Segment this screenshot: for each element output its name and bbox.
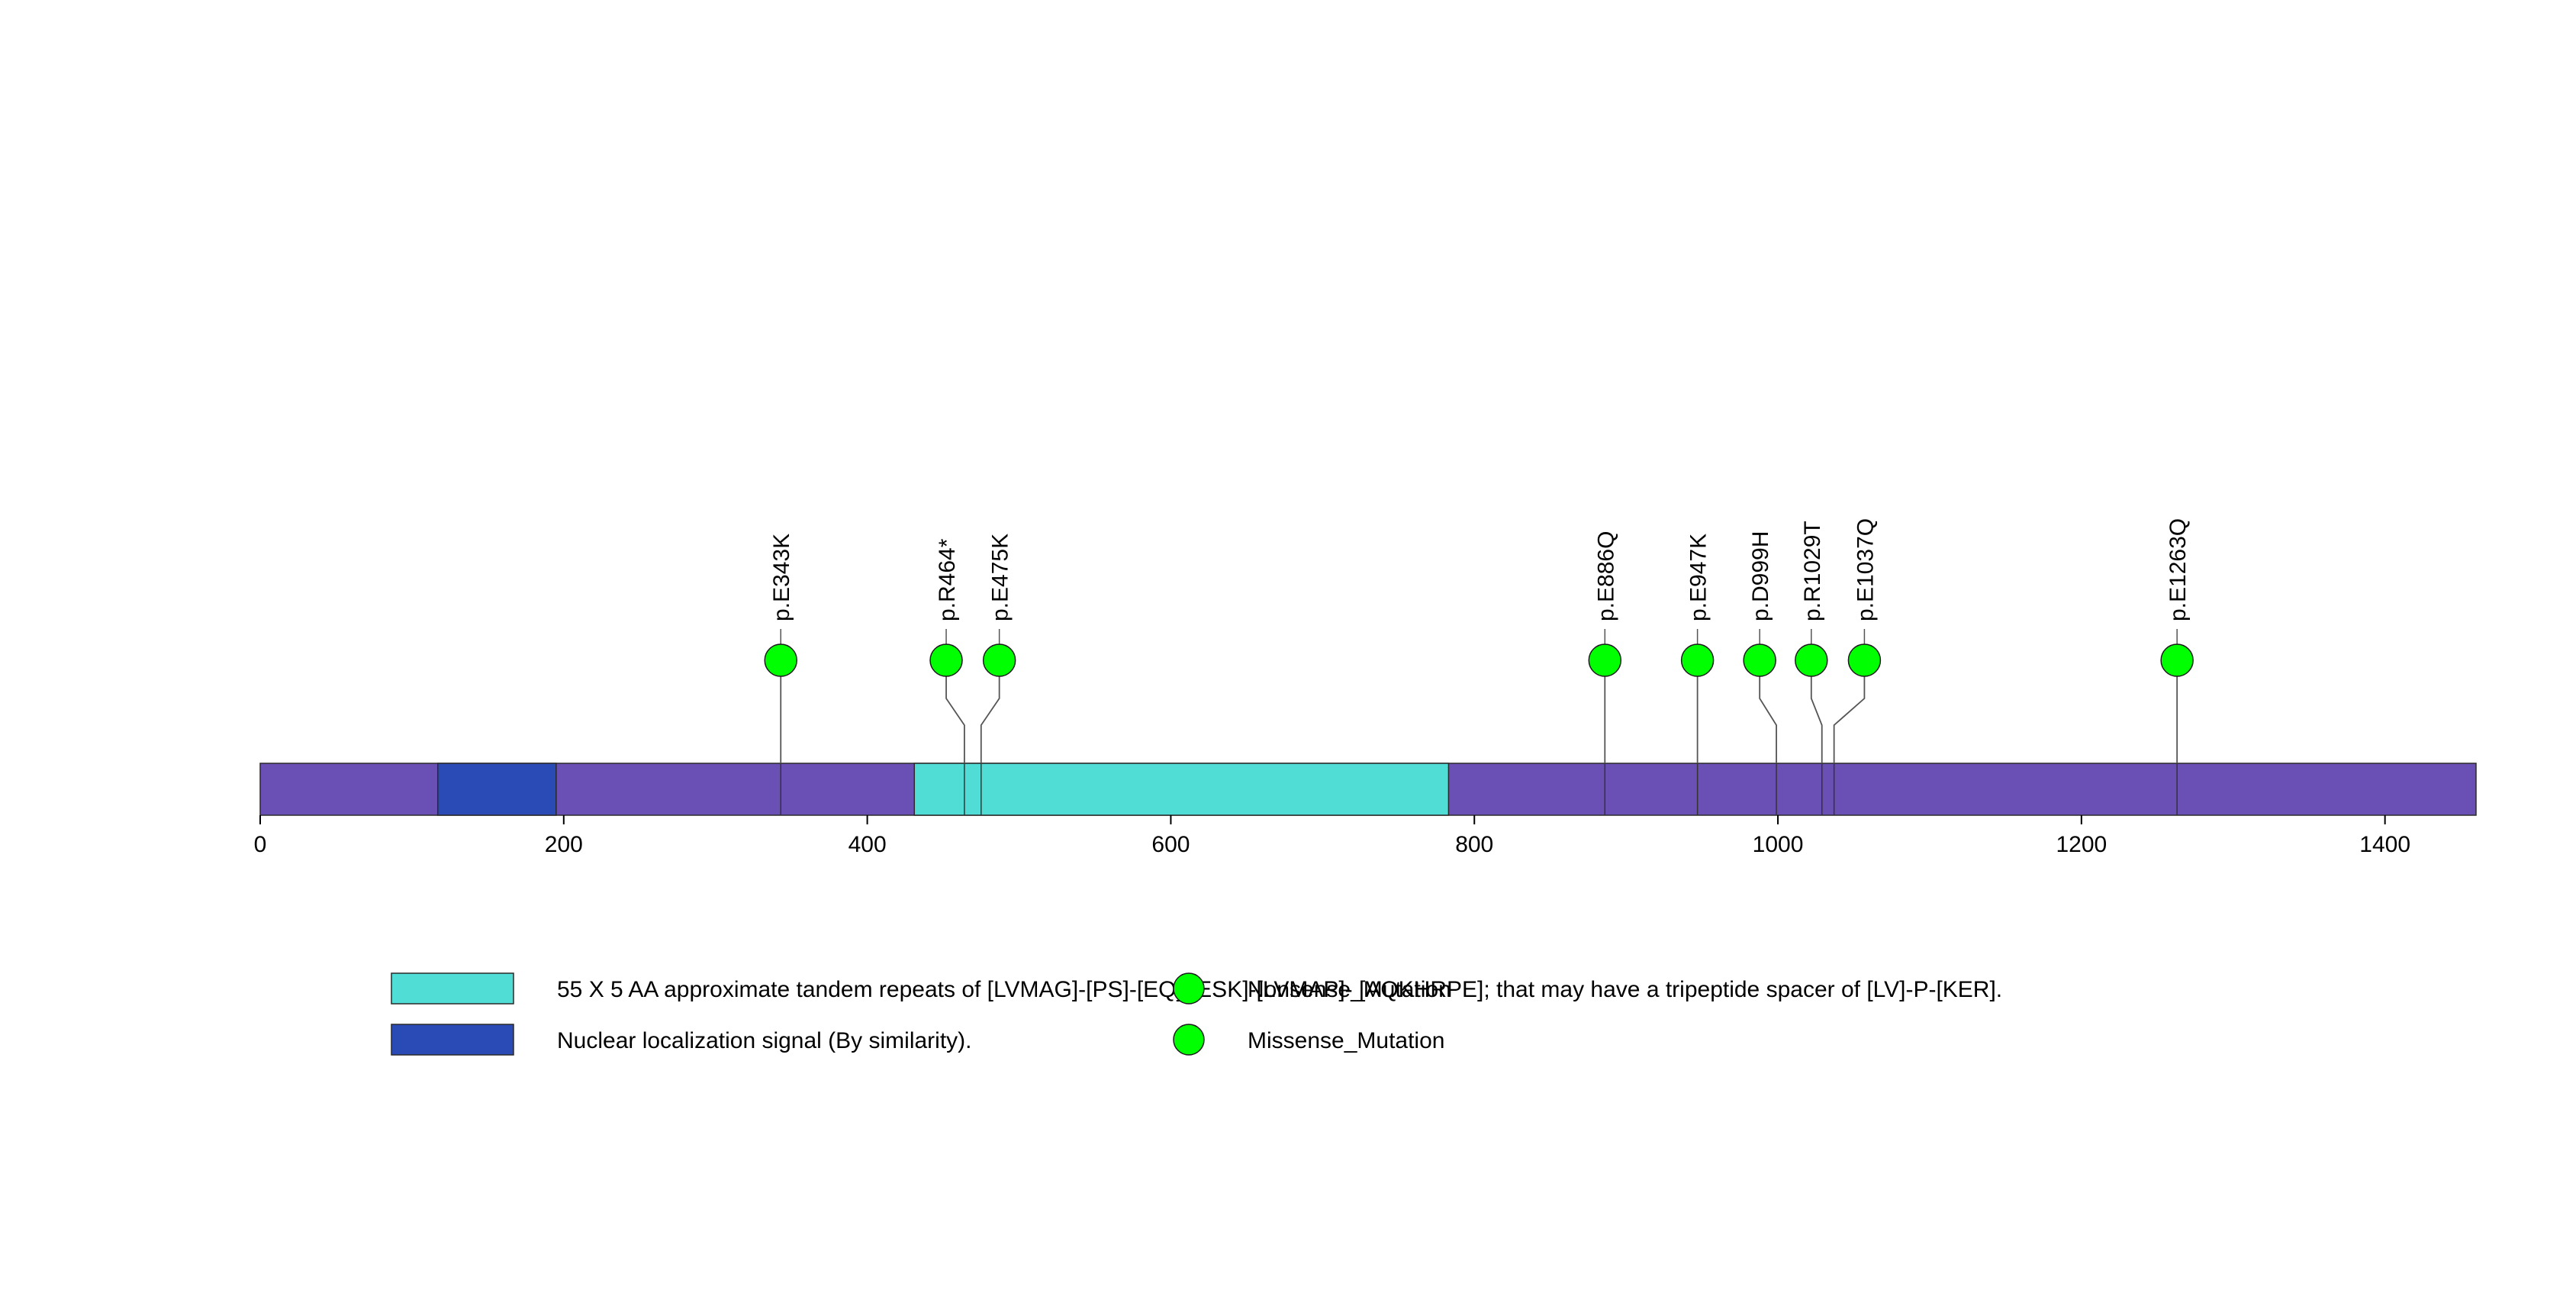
mutation-stem-6 (1810, 660, 1823, 763)
mutation-label-5: p.D999H (1748, 531, 1773, 621)
mutation-marker-3 (1588, 643, 1622, 677)
mutation-marker-4 (1680, 643, 1715, 677)
legend-label-3: Missense_Mutation (1248, 1028, 1444, 1053)
mutation-stem-7 (1833, 660, 1866, 763)
x-tick-label-0: 0 (254, 832, 267, 857)
mutation-label-6: p.R1029T (1800, 521, 1825, 621)
mutation-label-7: p.E1037Q (1853, 518, 1878, 621)
protein-track (259, 763, 2477, 816)
domain-1 (913, 763, 1450, 816)
legend-label-0: 55 X 5 AA approximate tandem repeats of … (557, 977, 2002, 1002)
x-tick-label-6: 1200 (2056, 832, 2107, 857)
legend-marker-2 (1173, 972, 1205, 1005)
domain-0 (436, 763, 557, 816)
mutation-stem-1 (945, 660, 965, 763)
mutation-marker-2 (982, 643, 1016, 677)
mutation-label-1: p.R464* (935, 538, 960, 621)
legend-swatch-1 (391, 1024, 514, 1056)
legend-label-1: Nuclear localization signal (By similari… (557, 1028, 972, 1053)
x-tick-label-2: 400 (848, 832, 887, 857)
x-tick-label-3: 600 (1151, 832, 1190, 857)
mutation-label-4: p.E947K (1686, 534, 1711, 621)
mutation-stem-5 (1759, 660, 1777, 763)
legend-marker-3 (1173, 1024, 1205, 1056)
x-tick-label-1: 200 (545, 832, 583, 857)
mutation-label-8: p.E1263Q (2165, 518, 2191, 621)
legend: 55 X 5 AA approximate tandem repeats of … (391, 972, 2002, 1056)
mutation-marker-7 (1847, 643, 1882, 677)
x-axis: 0 200 400 600 800 1000 1200 1400 (254, 815, 2410, 857)
mutation-label-2: p.E475K (988, 534, 1013, 621)
legend-label-2: Nonsense_Mutation (1248, 977, 1451, 1002)
mutation-marker-8 (2160, 643, 2194, 677)
x-tick-label-5: 1000 (1753, 832, 1804, 857)
mutation-marker-1 (929, 643, 963, 677)
mutation-marker-0 (764, 643, 797, 677)
x-tick-label-4: 800 (1455, 832, 1493, 857)
mutation-marker-6 (1795, 643, 1828, 677)
mutation-label-0: p.E343K (769, 534, 794, 621)
legend-swatch-0 (391, 972, 514, 1005)
mutation-marker-5 (1743, 643, 1776, 677)
x-tick-label-7: 1400 (2359, 832, 2410, 857)
mutation-label-3: p.E886Q (1593, 531, 1618, 621)
mutation-markers: p.E343K p.R464* p.E475K p.E886Q p.E947K p.D99… (764, 518, 2194, 815)
mutation-stem-2 (980, 660, 1000, 763)
